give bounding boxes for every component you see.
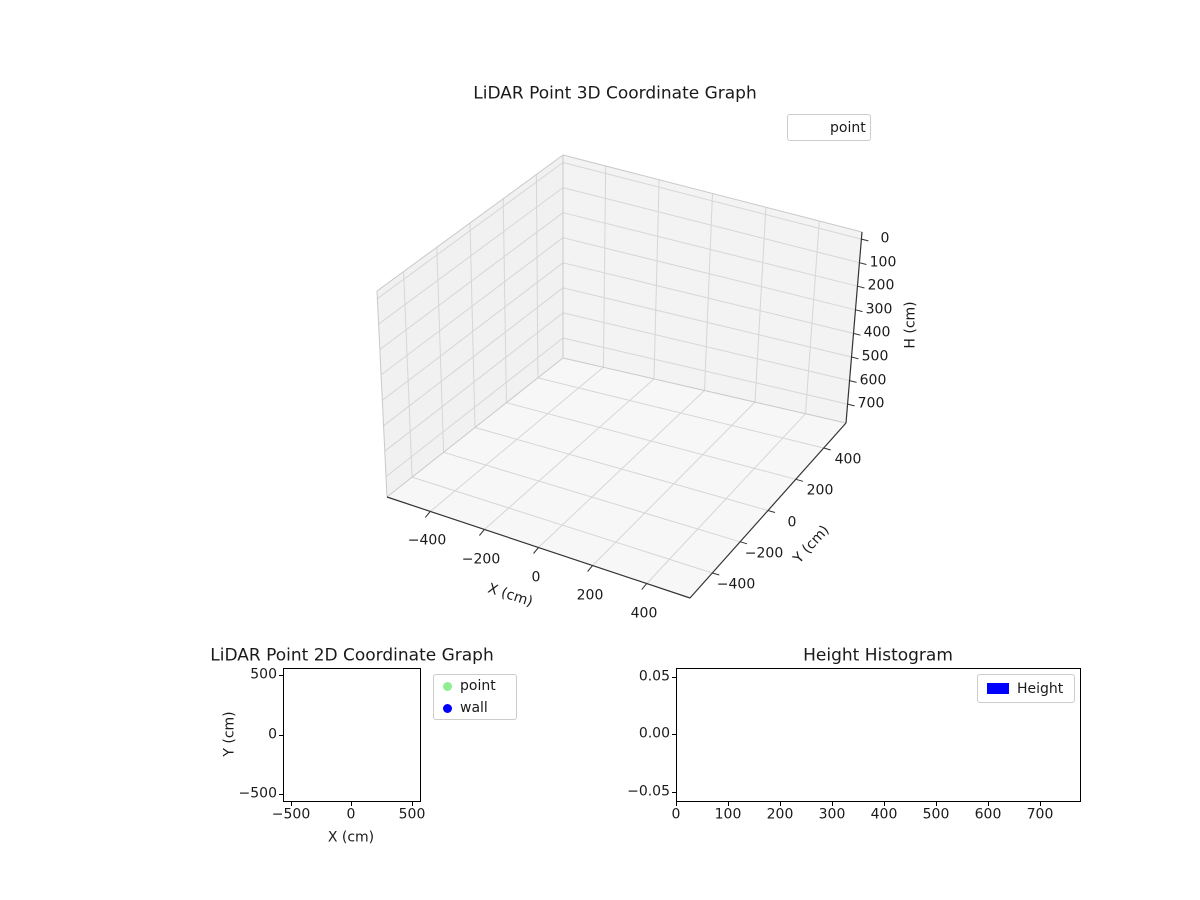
plot2d-ytick-label-1: 0 bbox=[268, 726, 277, 743]
plot3d-ytick-label-1: −200 bbox=[744, 545, 784, 562]
plot3d-pane-edges bbox=[376, 154, 863, 498]
histogram-ytick-label-2: −0.05 bbox=[627, 783, 670, 800]
plot2d-ytick-label-0: 500 bbox=[250, 666, 277, 683]
histogram-legend: Height bbox=[977, 674, 1075, 703]
plot2d-tick-marks bbox=[279, 675, 413, 806]
histogram-xtick-label-1: 100 bbox=[714, 806, 742, 823]
plot3d-ztick-label-5: 500 bbox=[861, 348, 889, 365]
plot3d-xtick-label-0: −400 bbox=[407, 532, 447, 549]
plot3d-xtick-label-1: −200 bbox=[461, 551, 501, 568]
plot2d-xtick-label-0: −500 bbox=[271, 806, 311, 823]
plot2d-legend-item-point: point bbox=[434, 675, 516, 697]
plot2d-ytick-label-2: −500 bbox=[238, 785, 277, 802]
plot3d-ytick-label-2: 0 bbox=[787, 514, 797, 531]
height-bar-swatch-icon bbox=[987, 683, 1009, 694]
plot3d-legend-point-label: point bbox=[830, 119, 866, 136]
histogram-xtick-label-5: 500 bbox=[922, 806, 950, 823]
histogram-xtick-label-6: 600 bbox=[974, 806, 1002, 823]
plot3d-pane-left bbox=[377, 155, 563, 497]
plot3d-legend: point bbox=[787, 114, 871, 141]
plot3d-ytick-label-0: −400 bbox=[716, 576, 756, 593]
histogram-xtick-label-2: 200 bbox=[766, 806, 794, 823]
plot3d-ztick-label-4: 400 bbox=[863, 324, 891, 341]
plot3d-ztick-label-1: 100 bbox=[869, 254, 897, 271]
histogram-xtick-label-4: 400 bbox=[870, 806, 898, 823]
plot2d-xtick-label-1: 0 bbox=[346, 806, 356, 823]
histogram-xtick-label-0: 0 bbox=[671, 806, 681, 823]
plot3d-xtick-label-4: 400 bbox=[630, 605, 658, 622]
plot2d-legend-item-wall: wall bbox=[434, 697, 516, 719]
plot3d-pane-floor bbox=[387, 358, 846, 598]
plot2d-xtick-label-2: 500 bbox=[398, 806, 426, 823]
plot3d-ztick-label-3: 300 bbox=[865, 301, 893, 318]
plot2d-legend-point-label: point bbox=[460, 678, 496, 694]
wall-marker-icon bbox=[443, 703, 452, 713]
histogram-title: Height Histogram bbox=[803, 645, 953, 666]
plot3d-ytick-label-4: 400 bbox=[834, 451, 862, 468]
plot2d-axes bbox=[279, 668, 421, 806]
plot3d-zaxis-label: H (cm) bbox=[902, 301, 919, 349]
histogram-xtick-label-7: 700 bbox=[1026, 806, 1054, 823]
plot3d-ztick-label-6: 600 bbox=[859, 372, 887, 389]
plot3d-ztick-label-0: 0 bbox=[880, 230, 890, 247]
histogram-xtick-label-3: 300 bbox=[818, 806, 846, 823]
plot2d-legend-wall-label: wall bbox=[460, 700, 488, 716]
histogram-legend-item-height: Height bbox=[978, 675, 1074, 702]
plot2d-yaxis-label: Y (cm) bbox=[221, 711, 238, 757]
plot2d-axes-box bbox=[283, 668, 421, 802]
plot3d-ytick-label-3: 200 bbox=[806, 482, 834, 499]
histogram-legend-height-label: Height bbox=[1017, 680, 1064, 697]
plot3d-xtick-label-2: 0 bbox=[531, 569, 541, 586]
plot3d-pane-right bbox=[563, 155, 862, 423]
plot3d-legend-item-point: point bbox=[788, 115, 870, 140]
plot2d-xaxis-label: X (cm) bbox=[327, 829, 375, 846]
histogram-tick-marks bbox=[672, 677, 1041, 806]
plot3d-axes bbox=[376, 154, 869, 599]
plot3d-ztick-label-7: 700 bbox=[857, 395, 885, 412]
plot3d-ztick-label-2: 200 bbox=[867, 277, 895, 294]
histogram-ytick-label-0: 0.05 bbox=[638, 668, 670, 685]
point-marker-icon bbox=[443, 681, 452, 691]
plot3d-gridlines bbox=[377, 162, 862, 584]
histogram-ytick-label-1: 0.00 bbox=[638, 725, 670, 742]
plot2d-legend: point wall bbox=[433, 674, 517, 720]
plot3d-tick-marks bbox=[424, 238, 869, 590]
plot3d-title: LiDAR Point 3D Coordinate Graph bbox=[473, 83, 757, 104]
plot3d-xtick-label-3: 200 bbox=[576, 587, 604, 604]
plot2d-title: LiDAR Point 2D Coordinate Graph bbox=[210, 645, 494, 666]
